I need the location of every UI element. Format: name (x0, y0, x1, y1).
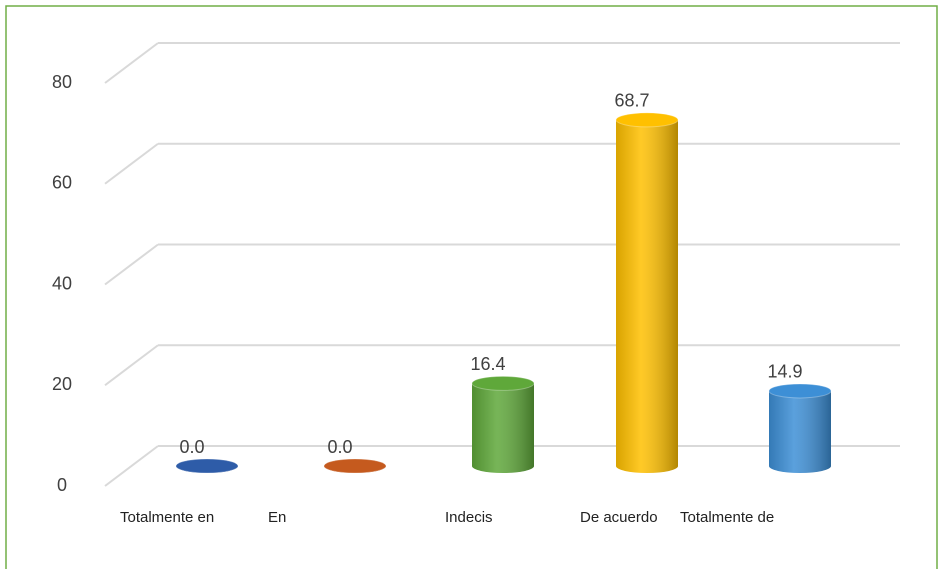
grid-line (104, 142, 159, 185)
bar-top (615, 112, 679, 128)
y-tick-label: 40 (52, 273, 72, 293)
bar (768, 383, 832, 473)
bar (323, 458, 387, 474)
x-tick-label: De acuerdo (580, 509, 658, 526)
x-tick-label: Totalmente en (120, 509, 215, 526)
bar-top (768, 383, 832, 399)
bar (471, 375, 535, 473)
y-tick-label: 80 (52, 72, 72, 92)
grid-line (104, 42, 159, 84)
x-tick-label: En (268, 509, 287, 526)
grid-line (104, 243, 159, 286)
bar (615, 112, 679, 473)
value-label: 16.4 (470, 354, 505, 374)
bar-shade (769, 390, 831, 473)
x-tick-label: Indecis (445, 509, 493, 526)
bar-shade (472, 383, 534, 473)
y-tick-label: 0 (57, 475, 67, 495)
bar-top (323, 458, 387, 474)
value-label: 68.7 (614, 91, 649, 111)
value-label: 0.0 (179, 437, 204, 457)
grid-line (104, 445, 159, 487)
bar-top (471, 375, 535, 391)
value-label: 14.9 (767, 362, 802, 382)
y-tick-label: 60 (52, 173, 72, 193)
frame-border (5, 5, 938, 569)
bar-top (175, 458, 239, 474)
value-label: 0.0 (327, 437, 352, 457)
x-tick-label: Totalmente de (680, 509, 775, 526)
bar-shade (616, 119, 678, 473)
bar (175, 458, 239, 474)
y-tick-label: 20 (52, 374, 72, 394)
grid-line (104, 344, 159, 387)
